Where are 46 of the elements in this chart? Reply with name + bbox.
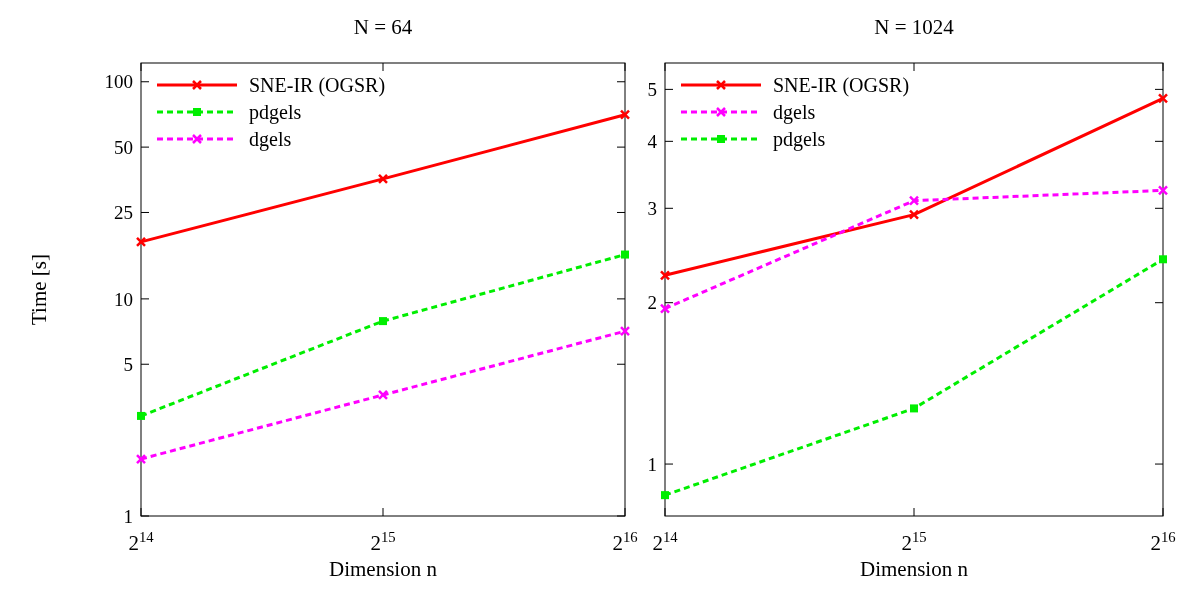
- point: [910, 404, 918, 413]
- legend-label: SNE-IR (OGSR): [249, 74, 386, 97]
- y-axis-title: Time [s]: [27, 254, 51, 325]
- point: [659, 303, 671, 314]
- y-tick-label: 50: [114, 136, 133, 158]
- x-tick-label: 2$^{15}$: [901, 529, 927, 555]
- x-axis-title: Dimension n: [329, 557, 438, 581]
- chart-title: N = 64: [353, 15, 413, 39]
- x-tick-label: 2$^{15}$: [370, 529, 396, 555]
- y-tick-label: 25: [114, 202, 133, 224]
- point: [619, 325, 631, 337]
- point: [619, 109, 631, 120]
- x-tick-label: 2$^{16}$: [612, 529, 638, 555]
- point: [661, 491, 669, 500]
- point: [659, 270, 671, 281]
- y-tick-label: 100: [104, 71, 133, 93]
- y-tick-label: 1: [647, 453, 657, 475]
- point: [379, 317, 387, 326]
- chart-title: N = 1024: [874, 15, 955, 39]
- legend-label: SNE-IR (OGSR): [773, 74, 910, 97]
- legend-label: dgels: [773, 101, 816, 124]
- point: [377, 173, 389, 185]
- x-tick-label: 2$^{16}$: [1150, 529, 1176, 555]
- legend-label: pdgels: [773, 128, 826, 151]
- point: [1157, 185, 1169, 196]
- point: [1159, 255, 1167, 264]
- point: [135, 236, 147, 248]
- y-tick-label: 10: [114, 288, 133, 310]
- x-axis-title: Dimension n: [860, 557, 969, 581]
- y-tick-label: 5: [647, 79, 657, 101]
- point: [908, 209, 920, 220]
- point: [137, 411, 145, 420]
- y-tick-label: 3: [647, 197, 657, 219]
- legend-label: pdgels: [249, 101, 302, 124]
- point: [621, 250, 629, 259]
- point: [908, 195, 920, 206]
- x-tick-label: 2$^{14}$: [652, 529, 679, 555]
- y-tick-label: 5: [123, 353, 133, 375]
- y-tick-label: 4: [647, 130, 658, 152]
- point: [135, 453, 147, 465]
- x-tick-label: 2$^{14}$: [128, 529, 155, 555]
- legend-label: dgels: [249, 128, 292, 151]
- point: [377, 389, 389, 401]
- y-tick-label: 1: [123, 505, 133, 527]
- y-tick-label: 2: [647, 292, 657, 314]
- point: [1157, 93, 1169, 104]
